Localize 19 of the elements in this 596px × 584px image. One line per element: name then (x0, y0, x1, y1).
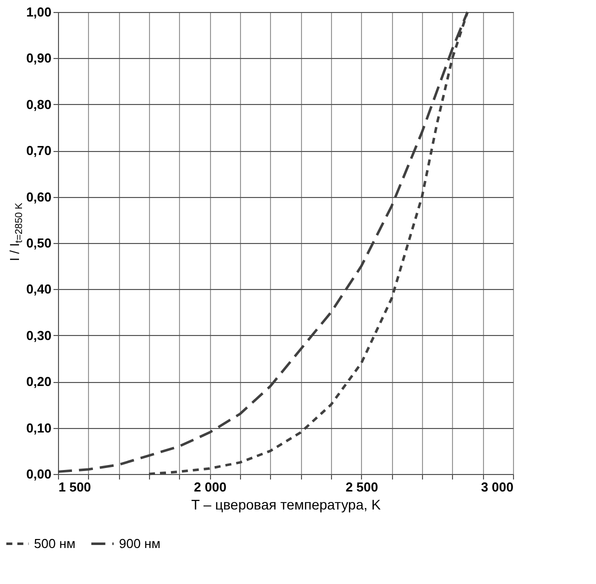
x-axis-title: T – цверовая температура, K (191, 496, 382, 512)
y-tick-label: 0,30 (26, 328, 52, 343)
y-tick-label: 0,60 (26, 189, 52, 204)
y-tick-label: 0,20 (26, 374, 52, 390)
legend-label: 900 нм (119, 536, 160, 551)
x-tick-label: 2 000 (194, 480, 226, 494)
y-tick-label: 0,90 (26, 50, 52, 66)
y-tick-label: 0,00 (26, 466, 52, 482)
y-tick-label: 1,00 (26, 4, 52, 20)
y-tick-label: 0,10 (26, 420, 52, 436)
x-tick-label: 2 500 (346, 480, 378, 494)
legend-label: 500 нм (34, 536, 76, 551)
y-tick-label: 0,70 (26, 143, 52, 158)
y-tick-label: 0,40 (26, 282, 52, 297)
y-tick-label: 0,80 (26, 96, 52, 112)
x-tick-label: 1 500 (58, 480, 92, 494)
y-tick-label: 0,50 (26, 236, 52, 250)
x-tick-label: 3 000 (480, 480, 514, 494)
y-axis-title: I / It=2850 K (7, 202, 25, 262)
